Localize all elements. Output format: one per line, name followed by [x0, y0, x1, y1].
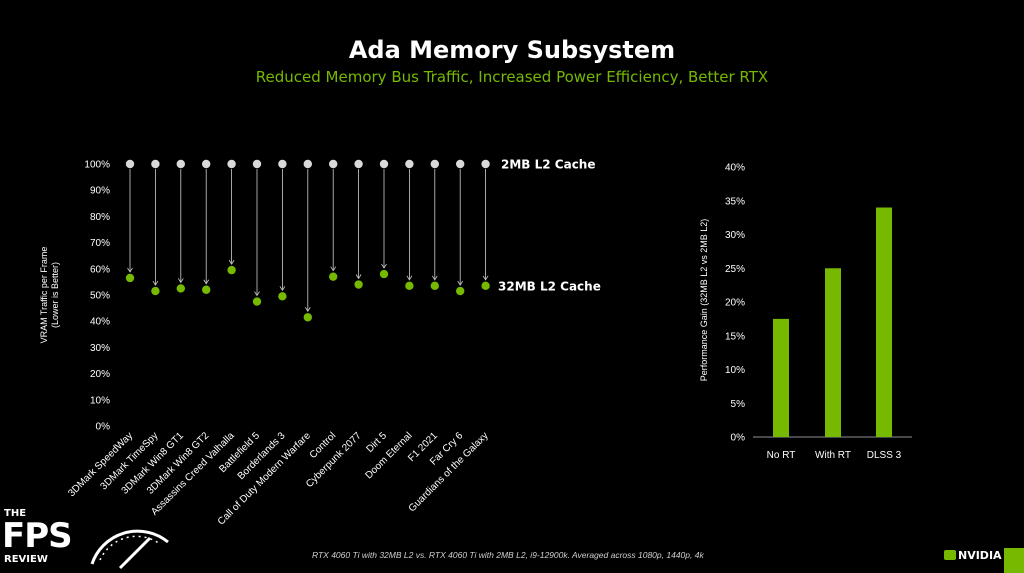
series-label-2mb: 2MB L2 Cache: [501, 158, 596, 172]
dot-2mb-l2: [125, 159, 135, 169]
bar: [876, 207, 892, 437]
y-tick-label: 10%: [90, 395, 110, 406]
arrow-head: [152, 280, 159, 286]
dot-32mb-l2: [202, 285, 211, 294]
dot-32mb-l2: [125, 273, 135, 283]
y-tick-label: 30%: [725, 230, 745, 241]
page-title: Ada Memory Subsystem: [348, 36, 676, 64]
y-tick-label: 0%: [96, 422, 111, 433]
bar: [825, 268, 841, 437]
dot-32mb-l2: [227, 265, 236, 275]
y-tick-label: 25%: [725, 264, 745, 275]
dot-2mb-l2: [405, 159, 414, 169]
y-tick-label: 70%: [90, 238, 110, 249]
dot-32mb-l2: [354, 280, 363, 289]
logo-text-review: REVIEW: [4, 554, 48, 565]
arrow-head: [431, 275, 438, 281]
arrow-head: [381, 263, 387, 269]
dot-32mb-l2: [252, 297, 262, 306]
arrow-head: [406, 275, 413, 281]
dot-2mb-l2: [379, 159, 389, 169]
dot-32mb-l2: [405, 281, 414, 291]
dot-2mb-l2: [481, 159, 490, 169]
speedometer-icon: [90, 529, 169, 570]
dot-32mb-l2: [176, 284, 185, 293]
dot-32mb-l2: [379, 269, 389, 279]
arrow-head: [355, 274, 362, 280]
dot-2mb-l2: [303, 159, 312, 169]
dot-2mb-l2: [151, 159, 160, 169]
y-tick-label: 5%: [731, 399, 746, 410]
dot-32mb-l2: [329, 272, 338, 281]
dot-32mb-l2: [430, 281, 439, 291]
arrow-head: [457, 280, 464, 286]
y-tick-label: 40%: [90, 317, 110, 328]
nvidia-accent-bar: [1004, 548, 1024, 573]
y-tick-label: 15%: [725, 331, 745, 342]
arrow-head: [330, 266, 337, 272]
arrow-head: [254, 291, 260, 297]
y-tick-label: 30%: [90, 343, 110, 354]
y-tick-label: 90%: [90, 186, 110, 197]
performance-gain-chart: 0% 5% 10% 15% 20% 25% 30% 35% 40% Performance Gai…: [699, 163, 912, 461]
y-tick-label: 20%: [90, 369, 110, 380]
nvidia-eye-icon: [944, 550, 956, 560]
dot-2mb-l2: [456, 159, 465, 169]
dot-32mb-l2: [303, 313, 312, 322]
dot-32mb-l2: [278, 292, 287, 301]
y-axis-label: Performance Gain (32MB L2 vs 2MB L2): [699, 219, 709, 382]
dot-2mb-l2: [202, 159, 211, 169]
vram-traffic-chart: 0% 10% 20% 30% 40% 50% 60% 70% 80% 90% 100% VRAM Tr…: [39, 158, 601, 528]
dot-2mb-l2: [176, 159, 185, 169]
page-subtitle: Reduced Memory Bus Traffic, Increased Po…: [255, 68, 769, 86]
dot-32mb-l2: [456, 286, 465, 296]
category-label: DLSS 3: [867, 450, 902, 461]
dot-2mb-l2: [252, 159, 262, 169]
arrow-head: [228, 259, 235, 265]
series-label-32mb: 32MB L2 Cache: [498, 279, 601, 293]
category-label: No RT: [767, 450, 796, 461]
y-tick-label: 80%: [90, 212, 110, 223]
y-tick-label: 35%: [725, 196, 745, 207]
dot-2mb-l2: [354, 159, 363, 169]
logo-text-fps: FPS: [2, 516, 73, 556]
arrow-head: [203, 279, 210, 285]
arrow-head: [177, 278, 184, 284]
y-tick-label: 50%: [90, 291, 110, 302]
y-tick-label: 0%: [731, 433, 746, 444]
y-tick-label: 60%: [90, 264, 110, 275]
y-tick-label: 40%: [725, 163, 745, 174]
y-tick-label: 10%: [725, 365, 745, 376]
dot-2mb-l2: [430, 159, 439, 169]
arrow-head: [127, 267, 133, 273]
fps-review-logo: THE FPS REVIEW: [0, 502, 180, 572]
y-axis-label: VRAM Traffic per Frame(Lower is Better): [39, 247, 60, 344]
dot-2mb-l2: [329, 159, 338, 169]
logo-text-the: THE: [4, 508, 27, 519]
dot-32mb-l2: [481, 281, 490, 291]
arrow-head: [279, 286, 286, 292]
arrow-head: [304, 307, 311, 313]
footnote: RTX 4060 Ti with 32MB L2 vs. RTX 4060 Ti…: [312, 550, 704, 560]
bar: [773, 318, 789, 437]
dot-2mb-l2: [227, 159, 236, 169]
category-label: With RT: [815, 450, 851, 461]
arrow-head: [482, 275, 489, 281]
dot-32mb-l2: [151, 286, 160, 296]
y-tick-label: 20%: [725, 298, 745, 309]
nvidia-brand: NVIDIA: [958, 549, 1002, 562]
y-tick-label: 100%: [84, 160, 110, 171]
dot-2mb-l2: [278, 159, 287, 169]
